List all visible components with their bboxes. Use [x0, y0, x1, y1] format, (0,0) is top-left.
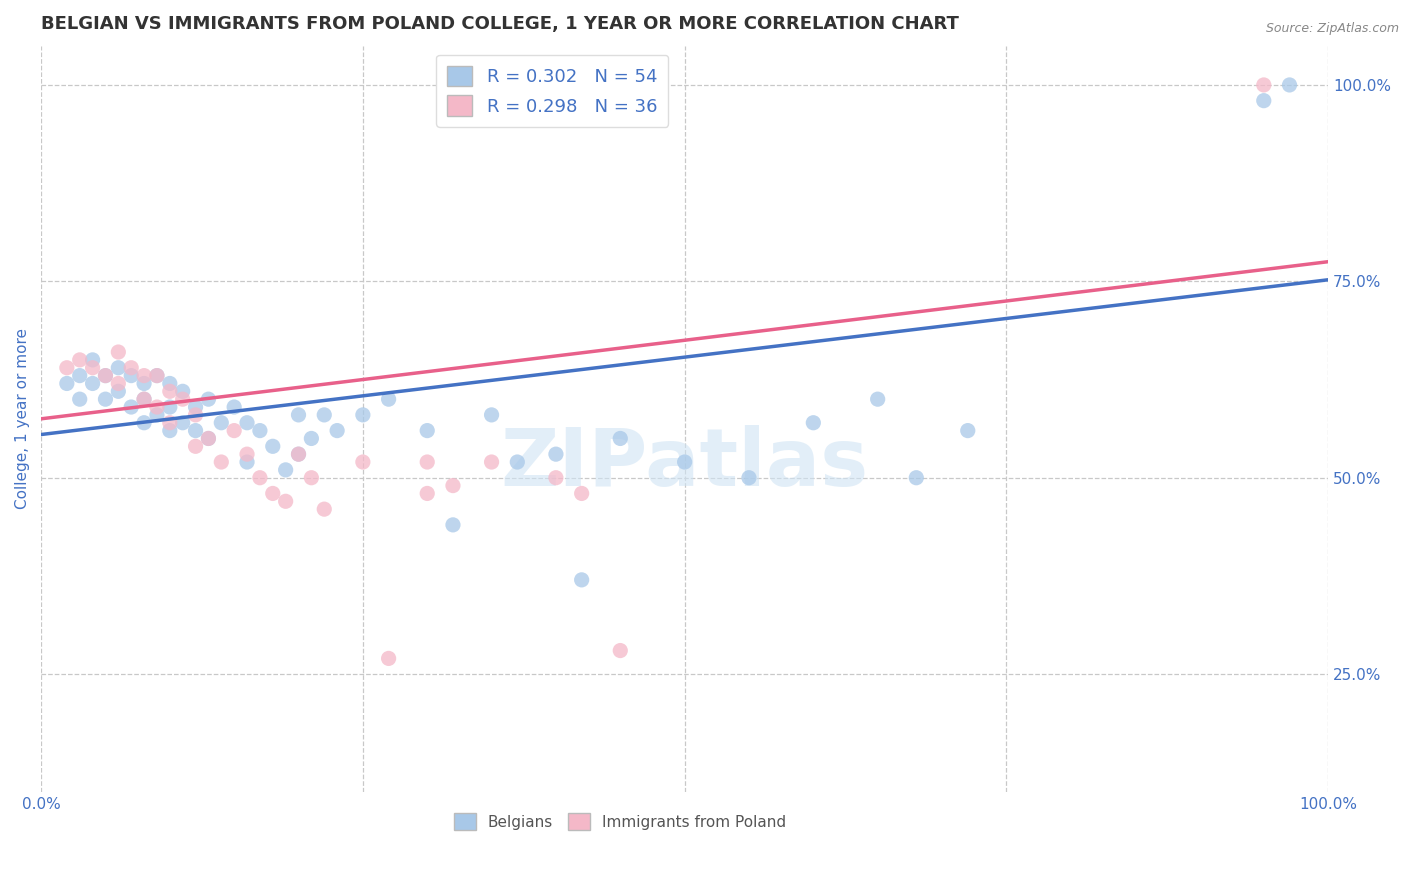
Point	[481, 455, 503, 469]
Point	[120, 400, 142, 414]
Point	[132, 392, 155, 407]
Point	[956, 424, 979, 438]
Text: ZIPatlas: ZIPatlas	[501, 425, 869, 502]
Point	[236, 416, 259, 430]
Point	[172, 392, 194, 407]
Point	[82, 376, 104, 391]
Point	[299, 432, 322, 446]
Point	[416, 424, 439, 438]
Point	[107, 376, 129, 391]
Point	[481, 408, 503, 422]
Point	[224, 424, 246, 438]
Point	[146, 408, 169, 422]
Point	[209, 455, 232, 469]
Point	[801, 416, 824, 430]
Point	[197, 392, 219, 407]
Point	[82, 360, 104, 375]
Point	[544, 447, 567, 461]
Point	[107, 384, 129, 399]
Point	[299, 471, 322, 485]
Point	[287, 447, 309, 461]
Point	[146, 368, 169, 383]
Point	[441, 478, 464, 492]
Point	[146, 400, 169, 414]
Point	[56, 376, 79, 391]
Text: Source: ZipAtlas.com: Source: ZipAtlas.com	[1265, 22, 1399, 36]
Point	[236, 447, 259, 461]
Point	[172, 384, 194, 399]
Point	[274, 494, 297, 508]
Point	[69, 392, 91, 407]
Point	[571, 573, 593, 587]
Point	[1253, 94, 1275, 108]
Point	[184, 408, 207, 422]
Point	[56, 360, 79, 375]
Point	[132, 392, 155, 407]
Point	[1278, 78, 1301, 92]
Point	[107, 345, 129, 359]
Point	[197, 432, 219, 446]
Point	[94, 368, 117, 383]
Point	[69, 368, 91, 383]
Point	[197, 432, 219, 446]
Point	[120, 368, 142, 383]
Point	[314, 408, 336, 422]
Point	[262, 486, 284, 500]
Point	[159, 400, 181, 414]
Point	[249, 424, 271, 438]
Point	[738, 471, 761, 485]
Point	[107, 360, 129, 375]
Point	[274, 463, 297, 477]
Point	[236, 455, 259, 469]
Point	[262, 439, 284, 453]
Point	[866, 392, 889, 407]
Point	[377, 651, 399, 665]
Point	[184, 400, 207, 414]
Point	[249, 471, 271, 485]
Point	[326, 424, 349, 438]
Point	[159, 384, 181, 399]
Point	[287, 408, 309, 422]
Point	[905, 471, 928, 485]
Point	[609, 643, 631, 657]
Point	[314, 502, 336, 516]
Point	[120, 360, 142, 375]
Point	[94, 392, 117, 407]
Point	[132, 376, 155, 391]
Point	[82, 352, 104, 367]
Point	[352, 408, 374, 422]
Point	[132, 368, 155, 383]
Point	[571, 486, 593, 500]
Point	[159, 376, 181, 391]
Point	[673, 455, 696, 469]
Point	[146, 368, 169, 383]
Point	[94, 368, 117, 383]
Point	[377, 392, 399, 407]
Point	[132, 416, 155, 430]
Point	[224, 400, 246, 414]
Point	[172, 416, 194, 430]
Point	[159, 416, 181, 430]
Point	[69, 352, 91, 367]
Point	[1253, 78, 1275, 92]
Legend: Belgians, Immigrants from Poland: Belgians, Immigrants from Poland	[449, 806, 793, 837]
Point	[609, 432, 631, 446]
Point	[159, 424, 181, 438]
Point	[416, 486, 439, 500]
Point	[184, 424, 207, 438]
Point	[506, 455, 529, 469]
Point	[416, 455, 439, 469]
Point	[184, 439, 207, 453]
Point	[209, 416, 232, 430]
Y-axis label: College, 1 year or more: College, 1 year or more	[15, 328, 30, 509]
Point	[544, 471, 567, 485]
Point	[441, 517, 464, 532]
Text: BELGIAN VS IMMIGRANTS FROM POLAND COLLEGE, 1 YEAR OR MORE CORRELATION CHART: BELGIAN VS IMMIGRANTS FROM POLAND COLLEG…	[41, 15, 959, 33]
Point	[287, 447, 309, 461]
Point	[352, 455, 374, 469]
